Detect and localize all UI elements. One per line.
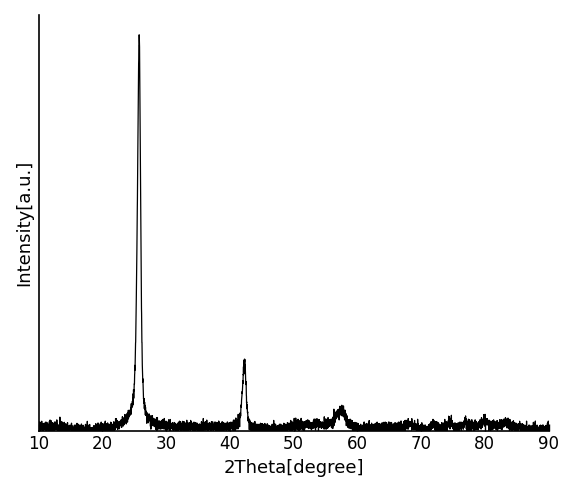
- X-axis label: 2Theta[degree]: 2Theta[degree]: [223, 459, 364, 477]
- Y-axis label: Intensity[a.u.]: Intensity[a.u.]: [15, 160, 33, 286]
